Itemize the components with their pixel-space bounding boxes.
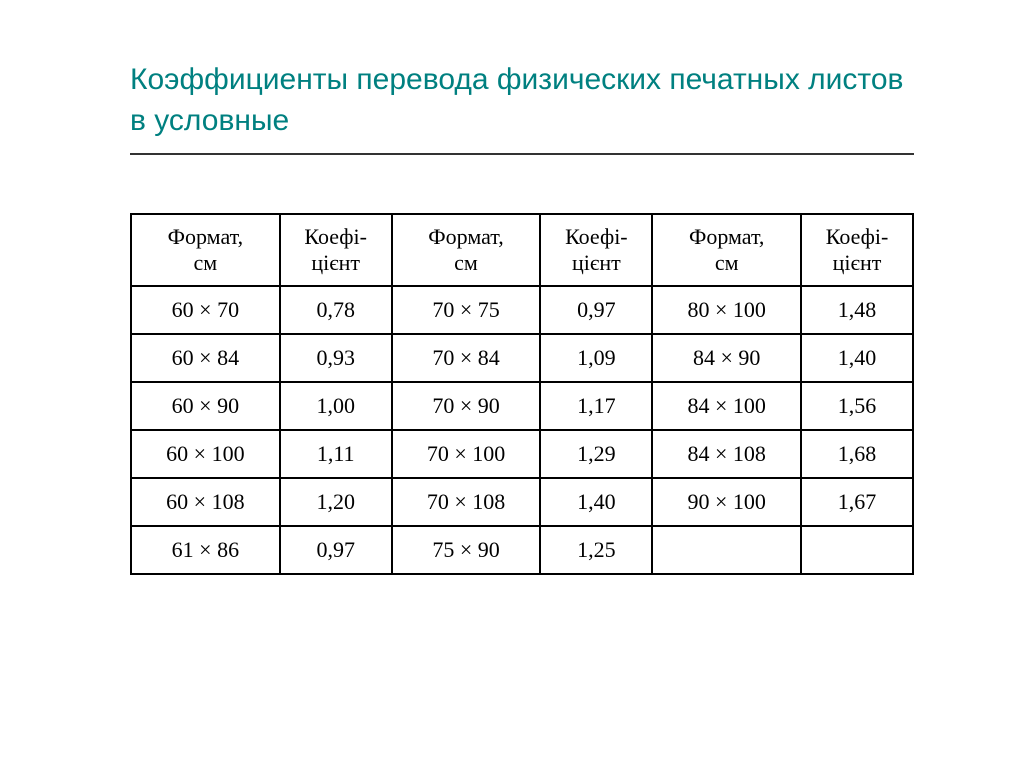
col-header-coef: Коефі-цієнт — [801, 214, 913, 286]
col-header-format: Формат,см — [652, 214, 801, 286]
cell-format: 70 × 90 — [392, 382, 541, 430]
table-row: 60 × 84 0,93 70 × 84 1,09 84 × 90 1,40 — [131, 334, 913, 382]
col-header-format: Формат,см — [392, 214, 541, 286]
cell-format: 70 × 100 — [392, 430, 541, 478]
cell-format: 60 × 100 — [131, 430, 280, 478]
table-row: 60 × 70 0,78 70 × 75 0,97 80 × 100 1,48 — [131, 286, 913, 334]
col-header-coef: Коефі-цієнт — [540, 214, 652, 286]
cell-coef: 0,93 — [280, 334, 392, 382]
cell-coef: 1,67 — [801, 478, 913, 526]
cell-format: 84 × 108 — [652, 430, 801, 478]
cell-format: 75 × 90 — [392, 526, 541, 574]
coefficients-table: Формат,см Коефі-цієнт Формат,см Коефі-ці… — [130, 213, 914, 575]
cell-format: 80 × 100 — [652, 286, 801, 334]
col-header-coef: Коефі-цієнт — [280, 214, 392, 286]
cell-format: 70 × 84 — [392, 334, 541, 382]
title-underline — [130, 153, 914, 155]
page-title: Коэффициенты перевода физических печатны… — [130, 60, 914, 141]
cell-coef: 0,97 — [540, 286, 652, 334]
table-row: 60 × 90 1,00 70 × 90 1,17 84 × 100 1,56 — [131, 382, 913, 430]
cell-format: 90 × 100 — [652, 478, 801, 526]
table-row: 60 × 100 1,11 70 × 100 1,29 84 × 108 1,6… — [131, 430, 913, 478]
col-header-format: Формат,см — [131, 214, 280, 286]
table-body: 60 × 70 0,78 70 × 75 0,97 80 × 100 1,48 … — [131, 286, 913, 574]
cell-format: 84 × 90 — [652, 334, 801, 382]
cell-format: 60 × 90 — [131, 382, 280, 430]
cell-coef: 1,68 — [801, 430, 913, 478]
cell-coef: 1,40 — [540, 478, 652, 526]
cell-coef: 1,25 — [540, 526, 652, 574]
table-header-row: Формат,см Коефі-цієнт Формат,см Коефі-ці… — [131, 214, 913, 286]
cell-coef: 1,17 — [540, 382, 652, 430]
cell-coef: 1,56 — [801, 382, 913, 430]
cell-format: 60 × 70 — [131, 286, 280, 334]
cell-coef: 1,40 — [801, 334, 913, 382]
cell-empty — [801, 526, 913, 574]
cell-coef: 1,48 — [801, 286, 913, 334]
table-row: 60 × 108 1,20 70 × 108 1,40 90 × 100 1,6… — [131, 478, 913, 526]
cell-coef: 1,20 — [280, 478, 392, 526]
cell-format: 61 × 86 — [131, 526, 280, 574]
cell-coef: 0,78 — [280, 286, 392, 334]
table-row: 61 × 86 0,97 75 × 90 1,25 — [131, 526, 913, 574]
cell-coef: 0,97 — [280, 526, 392, 574]
cell-format: 70 × 75 — [392, 286, 541, 334]
cell-coef: 1,09 — [540, 334, 652, 382]
cell-format: 70 × 108 — [392, 478, 541, 526]
cell-format: 84 × 100 — [652, 382, 801, 430]
cell-format: 60 × 84 — [131, 334, 280, 382]
cell-coef: 1,00 — [280, 382, 392, 430]
cell-coef: 1,29 — [540, 430, 652, 478]
cell-format: 60 × 108 — [131, 478, 280, 526]
cell-coef: 1,11 — [280, 430, 392, 478]
cell-empty — [652, 526, 801, 574]
